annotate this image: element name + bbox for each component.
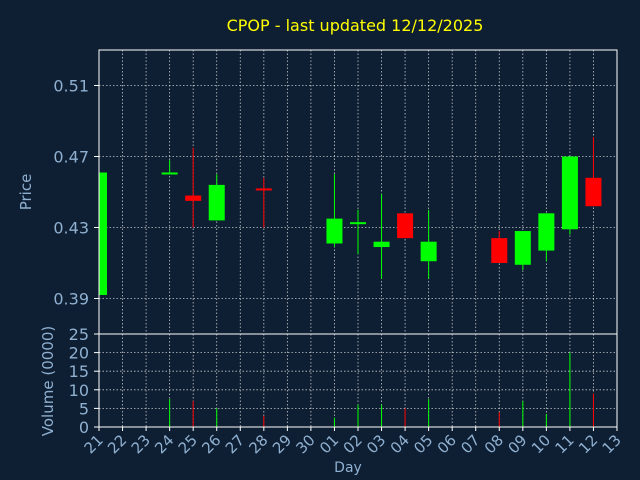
x-tick-label: 03 [363,431,389,457]
x-tick-label: 22 [104,431,130,457]
candle-body [326,218,343,244]
candle-body [373,241,390,248]
candle-body [514,231,531,265]
volume-tick-label: 5 [79,399,89,418]
candle-body [161,172,178,175]
candle-body [208,184,225,221]
candle-body [420,241,437,262]
x-tick-label: 07 [457,431,483,457]
candle-body [99,172,107,295]
price-grid [99,50,617,334]
x-tick-label: 25 [175,431,201,457]
volume-tick-label: 0 [79,418,89,437]
price-tick-label: 0.51 [53,77,89,96]
candle-body [397,213,414,239]
x-tick-label: 12 [575,431,601,457]
candle-body [350,222,366,225]
x-axis-label: Day [334,460,362,476]
x-tick-label: 11 [552,431,578,457]
x-tick-label: 23 [128,431,154,457]
x-tick-label: 27 [222,431,248,457]
x-tick-label: 28 [245,431,271,457]
x-tick-label: 05 [410,431,436,457]
price-tick-label: 0.43 [53,219,89,238]
candle-body [185,195,202,201]
x-tick-label: 13 [599,431,625,457]
price-y-ticks: 0.39 0.43 0.47 0.51 [53,77,99,309]
x-ticks: 2122232425262728293001020304050607080910… [81,427,625,457]
candle-body [561,156,578,230]
volume-tick-label: 20 [69,344,89,363]
x-tick-label: 10 [528,431,554,457]
volume-tick-label: 15 [69,362,89,381]
chart-title: CPOP - last updated 12/12/2025 [227,16,484,35]
candle-body [491,238,508,263]
volume-bars [169,352,594,427]
x-tick-label: 26 [198,431,224,457]
x-tick-label: 01 [316,431,342,457]
candle-body [538,213,555,251]
x-tick-label: 30 [293,431,319,457]
volume-tick-label: 10 [69,381,89,400]
x-tick-label: 24 [151,431,177,457]
price-tick-label: 0.39 [53,290,89,309]
price-tick-label: 0.47 [53,148,89,167]
x-tick-label: 29 [269,431,295,457]
x-tick-label: 04 [387,431,413,457]
volume-axis-label: Volume (0000) [39,326,57,436]
volume-tick-label: 25 [69,325,89,344]
price-axis-label: Price [17,174,35,211]
x-tick-label: 06 [434,431,460,457]
candle-body [585,177,602,207]
x-tick-label: 02 [340,431,366,457]
candles [99,136,602,295]
x-tick-label: 08 [481,431,507,457]
x-tick-label: 09 [504,431,530,457]
candle-body [255,188,272,191]
